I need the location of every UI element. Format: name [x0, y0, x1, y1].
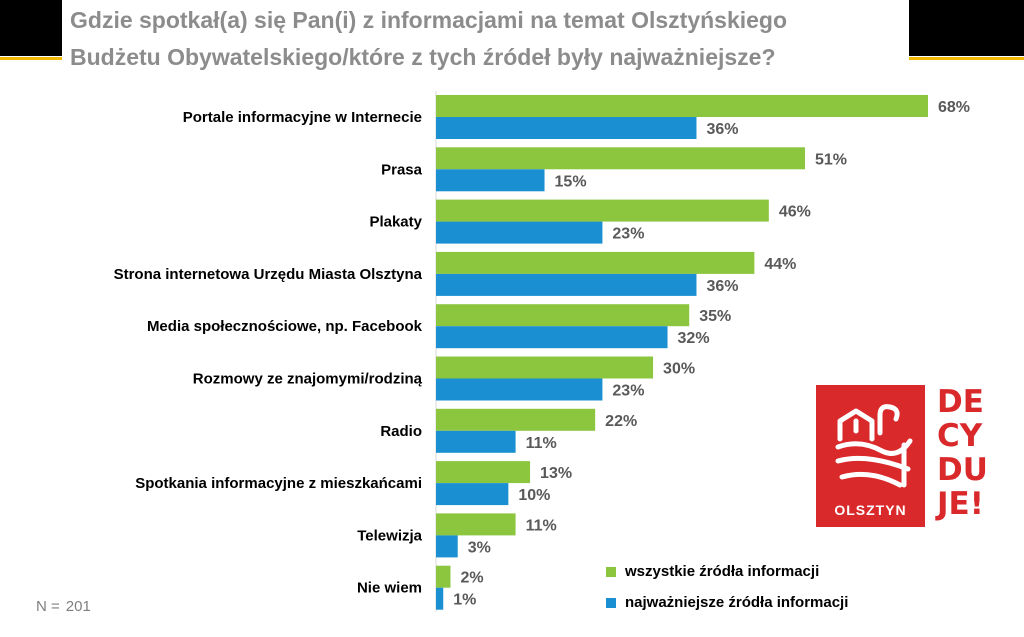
decyduje-logo: OLSZTYN DE CY DU JE!	[816, 385, 1024, 527]
bar-most-important	[436, 273, 697, 296]
bar-all-sources	[436, 95, 928, 117]
category-label: Media społecznościowe, np. Facebook	[147, 318, 423, 335]
logo-red-tile: OLSZTYN	[816, 385, 925, 527]
legend-item-all: wszystkie źródła informacji	[606, 556, 848, 587]
logo-word-1: DE	[937, 384, 984, 420]
sample-size-label: N =	[36, 598, 60, 615]
category-label: Telewizja	[357, 527, 422, 544]
chart-title-line-1: Gdzie spotkał(a) się Pan(i) z informacja…	[70, 7, 788, 33]
bar-all-sources	[436, 408, 596, 431]
data-label: 2%	[460, 570, 483, 587]
bar-all-sources	[436, 147, 805, 170]
bar-most-important	[436, 169, 545, 192]
bar-most-important	[436, 483, 509, 506]
bar-all-sources	[436, 513, 516, 536]
legend-swatch-most-important	[606, 597, 616, 608]
data-label: 15%	[555, 173, 587, 190]
bar-most-important	[436, 117, 697, 139]
data-label: 11%	[526, 435, 557, 452]
category-label: Radio	[380, 423, 422, 440]
data-label: 23%	[612, 383, 644, 400]
header-black-band-right	[909, 0, 1024, 56]
bar-all-sources	[436, 565, 451, 588]
data-label: 30%	[663, 361, 695, 378]
bar-all-sources	[436, 199, 769, 222]
category-label: Nie wiem	[357, 580, 422, 597]
data-label: 10%	[518, 487, 550, 504]
chart-legend: wszystkie źródła informacji najważniejsz…	[606, 556, 848, 618]
category-label: Portale informacyjne w Internecie	[183, 109, 422, 126]
data-label: 11%	[526, 517, 557, 534]
chart-title-line-2: Budżetu Obywatelskiego/które z tych źród…	[70, 44, 776, 70]
header-black-band-left	[0, 0, 62, 56]
data-label: 22%	[605, 413, 637, 430]
header-gold-rule-right	[909, 57, 1024, 60]
data-label: 23%	[612, 226, 644, 243]
category-label: Rozmowy ze znajomymi/rodziną	[193, 371, 423, 388]
bar-all-sources	[436, 304, 690, 327]
header-gold-rule-left	[0, 57, 62, 60]
city-emblem-icon	[835, 404, 913, 488]
category-label: Prasa	[381, 161, 423, 178]
data-label: 35%	[699, 308, 731, 325]
data-label: 3%	[468, 539, 491, 556]
legend-label-most-important: najważniejsze źródła informacji	[625, 594, 849, 611]
logo-word-2: CY	[937, 418, 983, 454]
logo-word-3: DU	[937, 452, 988, 488]
chart-title: Gdzie spotkał(a) się Pan(i) z informacja…	[70, 2, 910, 76]
category-label: Spotkania informacyjne z mieszkańcami	[135, 475, 422, 492]
logo-wordmark: DE CY DU JE!	[937, 385, 988, 521]
logo-word-4: JE!	[937, 486, 984, 522]
data-label: 68%	[938, 99, 970, 116]
bar-most-important	[436, 587, 444, 610]
bar-most-important	[436, 535, 458, 558]
data-label: 36%	[706, 121, 738, 138]
data-label: 36%	[706, 278, 738, 295]
data-label: 1%	[453, 592, 476, 609]
sample-size: N = 201	[36, 598, 91, 615]
bar-most-important	[436, 378, 603, 401]
category-label: Plakaty	[369, 214, 422, 231]
legend-item-most-important: najważniejsze źródła informacji	[606, 587, 848, 618]
legend-label-all: wszystkie źródła informacji	[625, 563, 820, 580]
data-label: 46%	[779, 204, 811, 221]
bar-most-important	[436, 326, 668, 349]
sample-size-value: 201	[65, 598, 91, 615]
data-label: 44%	[764, 256, 796, 273]
logo-city-name: OLSZTYN	[834, 502, 907, 518]
bar-all-sources	[436, 356, 654, 379]
category-label: Strona internetowa Urzędu Miasta Olsztyn…	[114, 266, 423, 283]
bar-all-sources	[436, 461, 531, 484]
bar-all-sources	[436, 251, 755, 274]
bar-most-important	[436, 430, 516, 453]
data-label: 32%	[678, 330, 710, 347]
data-label: 51%	[815, 151, 847, 168]
data-label: 13%	[540, 465, 572, 482]
legend-swatch-all	[606, 566, 616, 577]
bar-most-important	[436, 221, 603, 244]
